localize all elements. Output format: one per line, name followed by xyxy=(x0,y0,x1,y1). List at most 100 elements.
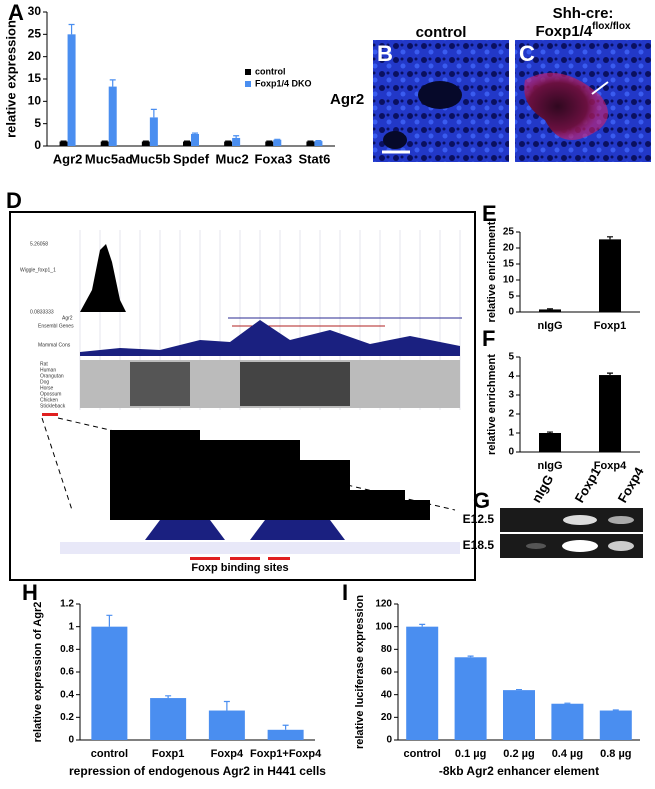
y-tick-label: 3 xyxy=(508,390,514,401)
x-tick-label: Agr2 xyxy=(53,151,83,166)
bar xyxy=(265,142,273,146)
y-axis-label: relative enrichment xyxy=(486,221,498,322)
error-bar xyxy=(233,136,239,138)
y-tick-label: 5 xyxy=(508,352,514,363)
gel-band xyxy=(608,516,634,524)
bar xyxy=(101,142,109,146)
y-tick-label: 120 xyxy=(375,599,392,610)
bar xyxy=(306,142,314,146)
error-bar xyxy=(106,615,112,626)
track-label: Mammal Cons xyxy=(38,342,71,348)
error-bar xyxy=(547,432,553,433)
x-tick-label: Muc5b xyxy=(129,151,170,166)
legend-label: Foxp1/4 DKO xyxy=(255,78,312,88)
y-tick-label: 1 xyxy=(68,621,74,632)
x-tick-label: nIgG xyxy=(537,460,562,472)
error-bar xyxy=(564,703,570,704)
error-bar xyxy=(69,25,75,35)
x-axis-label: repression of endogenous Agr2 in H441 ce… xyxy=(69,764,326,778)
x-tick-label: nIgG xyxy=(537,320,562,332)
gel-band xyxy=(526,543,546,549)
error-bar xyxy=(613,710,619,711)
x-tick-label: Foxp1 xyxy=(152,748,184,760)
y-axis-label: relative expression of Agr2 xyxy=(32,602,44,743)
micrograph-title: Shh-cre: xyxy=(553,5,614,22)
bar xyxy=(68,34,76,146)
x-tick-label: Spdef xyxy=(173,151,210,166)
x-tick-label: control xyxy=(404,748,441,760)
error-bar xyxy=(547,309,553,310)
bar xyxy=(60,142,68,146)
bar xyxy=(268,730,304,740)
track-label: Wiggle_foxp1_1 xyxy=(20,267,56,273)
bar xyxy=(224,142,232,146)
y-tick-label: 10 xyxy=(28,94,42,108)
binding-site xyxy=(190,557,220,560)
y-tick-label: 30 xyxy=(28,4,42,18)
error-bar xyxy=(192,133,198,134)
bar xyxy=(183,142,191,146)
x-tick-label: Stat6 xyxy=(299,151,331,166)
y-tick-label: 100 xyxy=(375,621,392,632)
alignment xyxy=(240,362,350,406)
x-tick-label: Foxp1 xyxy=(594,320,626,332)
gel-band xyxy=(563,515,597,525)
y-tick-label: 0 xyxy=(508,307,514,318)
row-label: Agr2 xyxy=(330,91,364,108)
bar xyxy=(91,627,127,740)
error-bar xyxy=(110,80,116,87)
track-label: Agr2 xyxy=(62,315,73,321)
y-tick-label: 0.4 xyxy=(60,689,74,700)
panel-label: C xyxy=(519,41,535,66)
micrograph-c xyxy=(515,40,651,162)
region-mark xyxy=(42,413,58,416)
x-tick-label: 0.8 µg xyxy=(600,748,631,760)
panel-label: D xyxy=(6,188,22,213)
binding-site xyxy=(230,557,260,560)
row-label: E12.5 xyxy=(463,512,495,526)
lane-label: nIgG xyxy=(529,472,557,505)
y-tick-label: 25 xyxy=(28,27,42,41)
y-axis-label: relative expression xyxy=(3,20,18,138)
y-tick-label: 0 xyxy=(386,735,392,746)
y-tick-label: 80 xyxy=(381,644,393,655)
bar xyxy=(551,704,583,740)
binding-site xyxy=(268,557,290,560)
y-tick-label: 1.2 xyxy=(60,599,74,610)
browser-caption: Foxp binding sites xyxy=(191,562,288,574)
y-tick-label: 1 xyxy=(508,428,514,439)
track-label: Ensembl Genes xyxy=(38,323,74,329)
bar xyxy=(406,627,438,740)
y-axis-label: relative enrichment xyxy=(486,354,498,455)
bar xyxy=(150,117,158,146)
bar xyxy=(314,141,322,146)
y-tick-label: 5 xyxy=(34,116,41,130)
zoom-sequence xyxy=(60,542,460,554)
bar xyxy=(109,87,117,146)
x-tick-label: Foxp1+Foxp4 xyxy=(250,748,322,760)
y-tick-label: 15 xyxy=(28,71,42,85)
bar xyxy=(599,375,621,452)
y-tick-label: 0.2 xyxy=(60,712,74,723)
y-tick-label: 20 xyxy=(381,712,393,723)
track-label: 5.26058 xyxy=(30,241,48,247)
gel-band xyxy=(608,541,634,551)
error-bar xyxy=(516,690,522,691)
y-tick-label: 5 xyxy=(508,291,514,302)
track-label: 0.0833333 xyxy=(30,309,54,315)
error-bar xyxy=(607,237,613,240)
error-bar xyxy=(151,109,157,117)
x-tick-label: Muc2 xyxy=(216,151,249,166)
y-tick-label: 2 xyxy=(508,409,514,420)
gel-band xyxy=(562,540,598,552)
y-tick-label: 10 xyxy=(503,275,515,286)
x-tick-label: Muc5ac xyxy=(85,151,133,166)
bar xyxy=(191,134,199,146)
bar xyxy=(600,711,632,740)
bar xyxy=(232,138,240,146)
micrograph-b xyxy=(373,40,509,162)
panel-label: I xyxy=(342,580,348,605)
y-tick-label: 0 xyxy=(508,447,514,458)
y-tick-label: 0.6 xyxy=(60,667,74,678)
